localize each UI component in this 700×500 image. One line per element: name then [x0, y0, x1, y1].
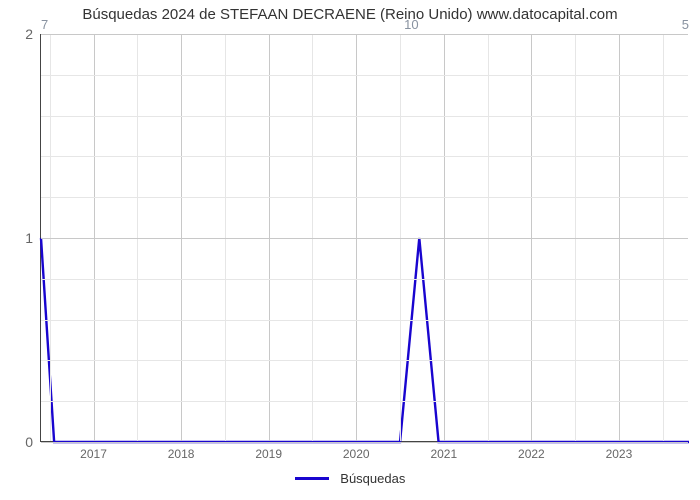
grid-major-h — [41, 34, 688, 35]
grid-minor-h — [41, 116, 688, 117]
y-axis-label: 0 — [25, 434, 41, 450]
x-axis-label: 2021 — [430, 441, 457, 461]
x-axis-label: 2023 — [606, 441, 633, 461]
grid-minor-h — [41, 401, 688, 402]
legend-label: Búsquedas — [340, 471, 405, 486]
x-axis-label: 2019 — [255, 441, 282, 461]
chart-title: Búsquedas 2024 de STEFAAN DECRAENE (Rein… — [0, 6, 700, 23]
legend: Búsquedas — [0, 470, 700, 486]
y-axis-label: 2 — [25, 26, 41, 42]
secondary-axis-label: 7 — [41, 17, 48, 34]
grid-minor-h — [41, 279, 688, 280]
grid-major-h — [41, 238, 688, 239]
x-axis-label: 2022 — [518, 441, 545, 461]
secondary-axis-label: 10 — [404, 17, 418, 34]
secondary-axis-label: 5 — [682, 17, 689, 34]
x-axis-label: 2020 — [343, 441, 370, 461]
legend-swatch — [295, 477, 329, 480]
grid-minor-h — [41, 197, 688, 198]
x-axis-label: 2017 — [80, 441, 107, 461]
grid-minor-h — [41, 156, 688, 157]
x-axis-label: 2018 — [168, 441, 195, 461]
grid-minor-h — [41, 75, 688, 76]
grid-minor-h — [41, 320, 688, 321]
plot-area: 01220172018201920202021202220237105 — [40, 34, 688, 442]
grid-minor-h — [41, 360, 688, 361]
y-axis-label: 1 — [25, 230, 41, 246]
